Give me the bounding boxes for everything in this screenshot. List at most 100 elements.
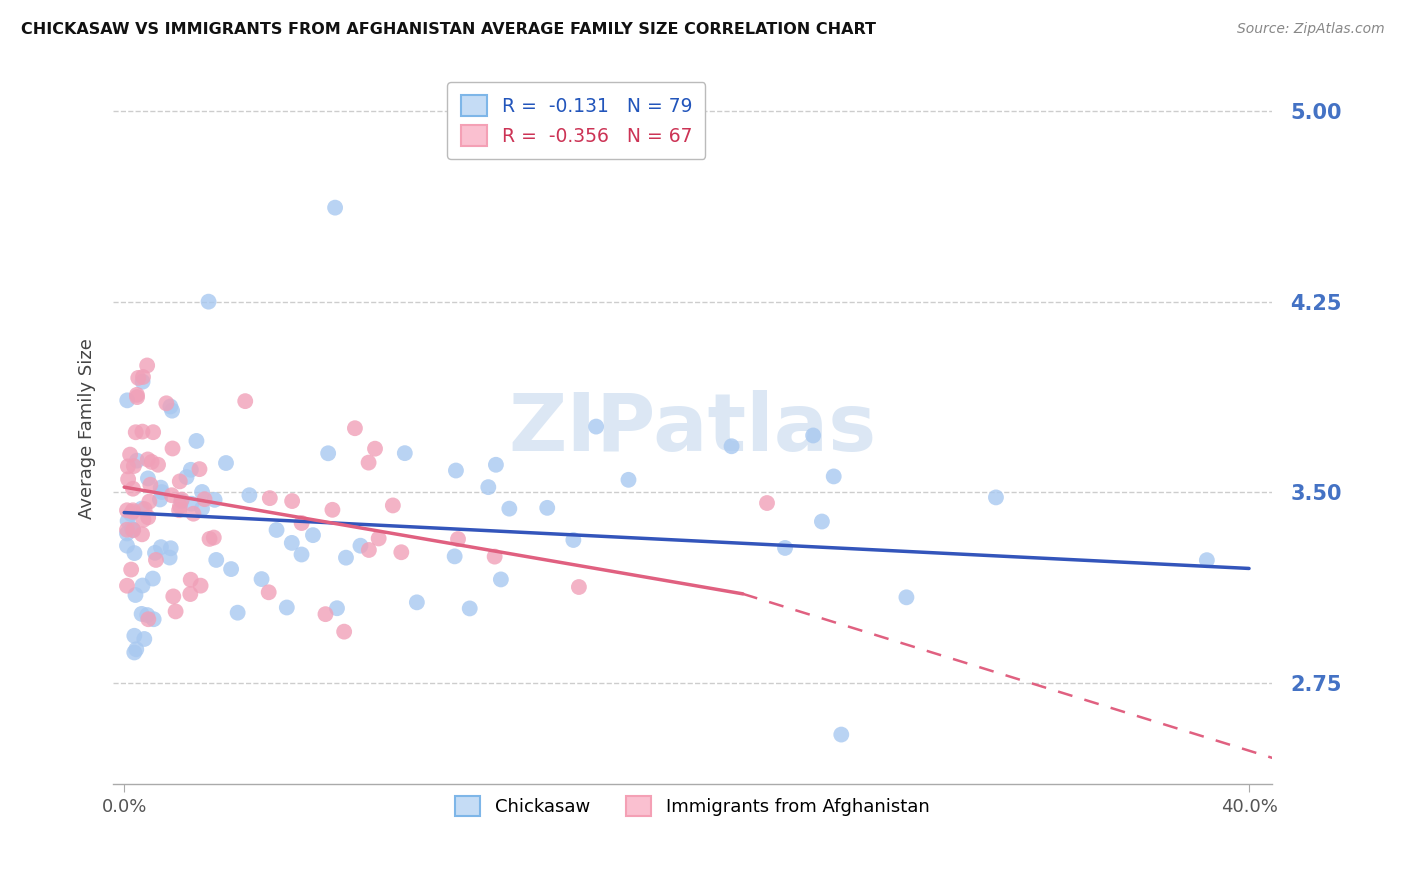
Point xyxy=(180,463,202,477)
Point xyxy=(357,456,380,470)
Point xyxy=(142,425,165,440)
Point xyxy=(191,485,214,500)
Point xyxy=(266,523,288,537)
Point xyxy=(197,294,219,309)
Point xyxy=(202,531,225,545)
Point xyxy=(179,587,201,601)
Point xyxy=(136,359,159,373)
Point xyxy=(132,513,155,527)
Point xyxy=(117,459,139,474)
Point xyxy=(160,403,183,417)
Point xyxy=(562,533,585,547)
Point xyxy=(536,500,558,515)
Point xyxy=(155,396,177,410)
Point xyxy=(162,590,184,604)
Point xyxy=(125,453,148,467)
Point xyxy=(115,523,138,537)
Point xyxy=(447,532,470,546)
Point xyxy=(121,523,143,537)
Text: CHICKASAW VS IMMIGRANTS FROM AFGHANISTAN AVERAGE FAMILY SIZE CORRELATION CHART: CHICKASAW VS IMMIGRANTS FROM AFGHANISTAN… xyxy=(21,22,876,37)
Point xyxy=(125,642,148,657)
Point xyxy=(381,499,404,513)
Point xyxy=(136,608,159,623)
Point xyxy=(333,624,356,639)
Point xyxy=(302,528,325,542)
Point xyxy=(1195,553,1218,567)
Point xyxy=(984,491,1007,505)
Point xyxy=(170,494,193,508)
Point xyxy=(134,502,156,516)
Point xyxy=(127,390,149,404)
Point xyxy=(321,503,343,517)
Point xyxy=(326,601,349,615)
Point xyxy=(159,400,181,414)
Point xyxy=(198,532,221,546)
Point xyxy=(120,563,142,577)
Point xyxy=(117,514,139,528)
Point xyxy=(162,442,184,456)
Point xyxy=(720,439,742,453)
Point xyxy=(115,539,138,553)
Point xyxy=(136,510,159,524)
Point xyxy=(122,523,145,537)
Point xyxy=(124,546,146,560)
Point xyxy=(193,492,215,507)
Point xyxy=(276,600,298,615)
Point xyxy=(568,580,591,594)
Point xyxy=(811,515,834,529)
Point xyxy=(186,434,208,448)
Point xyxy=(120,448,142,462)
Point xyxy=(131,501,153,516)
Point xyxy=(142,572,165,586)
Point xyxy=(125,388,148,402)
Point xyxy=(117,472,139,486)
Point xyxy=(115,393,138,408)
Point xyxy=(477,480,499,494)
Point xyxy=(259,491,281,505)
Point xyxy=(176,470,198,484)
Point xyxy=(150,485,173,500)
Point xyxy=(823,469,845,483)
Point xyxy=(215,456,238,470)
Point xyxy=(389,545,412,559)
Point xyxy=(180,497,202,511)
Point xyxy=(149,481,172,495)
Point xyxy=(204,492,226,507)
Point xyxy=(141,455,163,469)
Legend: Chickasaw, Immigrants from Afghanistan: Chickasaw, Immigrants from Afghanistan xyxy=(446,788,939,825)
Point xyxy=(124,588,146,602)
Point xyxy=(139,477,162,491)
Point xyxy=(394,446,416,460)
Point xyxy=(121,505,143,519)
Point xyxy=(115,526,138,541)
Point xyxy=(131,607,153,621)
Point xyxy=(169,475,191,489)
Text: ZIPatlas: ZIPatlas xyxy=(508,390,876,467)
Point xyxy=(165,604,187,618)
Point xyxy=(183,507,205,521)
Point xyxy=(489,573,512,587)
Point xyxy=(617,473,640,487)
Point xyxy=(484,549,506,564)
Point xyxy=(146,458,169,472)
Point xyxy=(122,458,145,473)
Point xyxy=(458,601,481,615)
Point xyxy=(349,539,371,553)
Point xyxy=(122,482,145,496)
Point xyxy=(136,471,159,485)
Point xyxy=(257,585,280,599)
Point xyxy=(281,536,304,550)
Point xyxy=(323,201,346,215)
Point xyxy=(149,540,172,554)
Point xyxy=(226,606,249,620)
Point xyxy=(142,612,165,626)
Point xyxy=(190,579,212,593)
Point xyxy=(316,446,339,460)
Point xyxy=(756,496,779,510)
Point xyxy=(115,579,138,593)
Point xyxy=(896,591,918,605)
Point xyxy=(169,500,191,514)
Point xyxy=(205,553,228,567)
Point xyxy=(138,494,160,508)
Point xyxy=(233,394,256,409)
